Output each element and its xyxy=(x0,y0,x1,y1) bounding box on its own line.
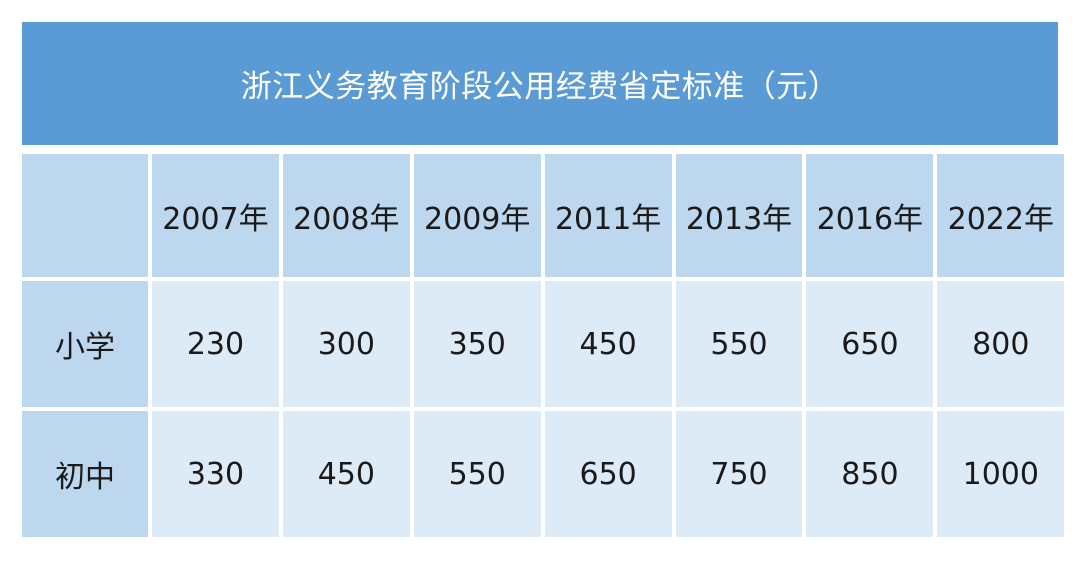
table-cell: 750 xyxy=(675,411,803,537)
table-cell: 330 xyxy=(152,411,279,537)
data-table: 2007年 2008年 2009年 2011年 2013年 2016年 2022… xyxy=(22,154,1065,537)
column-header: 2022年 xyxy=(937,154,1065,277)
table-cell: 300 xyxy=(282,281,410,407)
table-cell: 800 xyxy=(937,281,1065,407)
table-cell: 650 xyxy=(806,281,934,407)
corner-cell xyxy=(22,154,148,277)
table-cell: 450 xyxy=(282,411,410,537)
row-label: 小学 xyxy=(22,281,148,407)
table-cell: 450 xyxy=(544,281,672,407)
table-cell: 550 xyxy=(675,281,803,407)
table-title: 浙江义务教育阶段公用经费省定标准（元） xyxy=(22,22,1058,145)
column-header: 2013年 xyxy=(675,154,803,277)
table-cell: 1000 xyxy=(937,411,1065,537)
table-cell: 350 xyxy=(413,281,541,407)
table-cell: 650 xyxy=(544,411,672,537)
column-header: 2011年 xyxy=(544,154,672,277)
column-header: 2016年 xyxy=(806,154,934,277)
column-header: 2007年 xyxy=(152,154,279,277)
column-header: 2009年 xyxy=(413,154,541,277)
table-cell: 850 xyxy=(806,411,934,537)
table-cell: 230 xyxy=(152,281,279,407)
table-cell: 550 xyxy=(413,411,541,537)
table-container: 浙江义务教育阶段公用经费省定标准（元） 2007年 2008年 2009年 20… xyxy=(22,22,1065,537)
column-header: 2008年 xyxy=(282,154,410,277)
row-label: 初中 xyxy=(22,411,148,537)
